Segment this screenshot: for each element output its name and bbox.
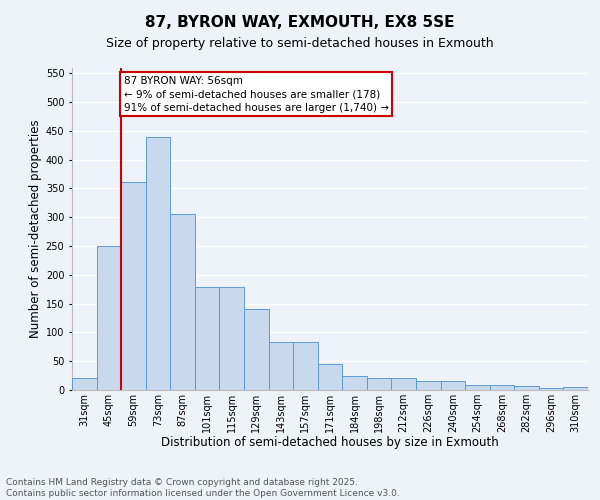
Bar	[465, 385, 490, 390]
Text: Contains HM Land Registry data © Crown copyright and database right 2025.
Contai: Contains HM Land Registry data © Crown c…	[6, 478, 400, 498]
Bar	[146, 136, 170, 390]
Bar	[170, 214, 195, 390]
Bar	[244, 310, 269, 390]
Bar	[318, 364, 342, 390]
Bar	[391, 378, 416, 390]
Bar	[563, 386, 588, 390]
Bar	[539, 388, 563, 390]
Text: 87 BYRON WAY: 56sqm
← 9% of semi-detached houses are smaller (178)
91% of semi-d: 87 BYRON WAY: 56sqm ← 9% of semi-detache…	[124, 76, 389, 112]
Text: 87, BYRON WAY, EXMOUTH, EX8 5SE: 87, BYRON WAY, EXMOUTH, EX8 5SE	[145, 15, 455, 30]
Bar	[416, 382, 440, 390]
Bar	[72, 378, 97, 390]
Bar	[342, 376, 367, 390]
Bar	[514, 386, 539, 390]
Bar	[269, 342, 293, 390]
Bar	[220, 288, 244, 390]
Bar	[367, 378, 391, 390]
Text: Size of property relative to semi-detached houses in Exmouth: Size of property relative to semi-detach…	[106, 38, 494, 51]
Bar	[195, 288, 220, 390]
Bar	[293, 342, 318, 390]
Y-axis label: Number of semi-detached properties: Number of semi-detached properties	[29, 120, 41, 338]
X-axis label: Distribution of semi-detached houses by size in Exmouth: Distribution of semi-detached houses by …	[161, 436, 499, 450]
Bar	[97, 246, 121, 390]
Bar	[490, 386, 514, 390]
Bar	[440, 382, 465, 390]
Bar	[121, 182, 146, 390]
